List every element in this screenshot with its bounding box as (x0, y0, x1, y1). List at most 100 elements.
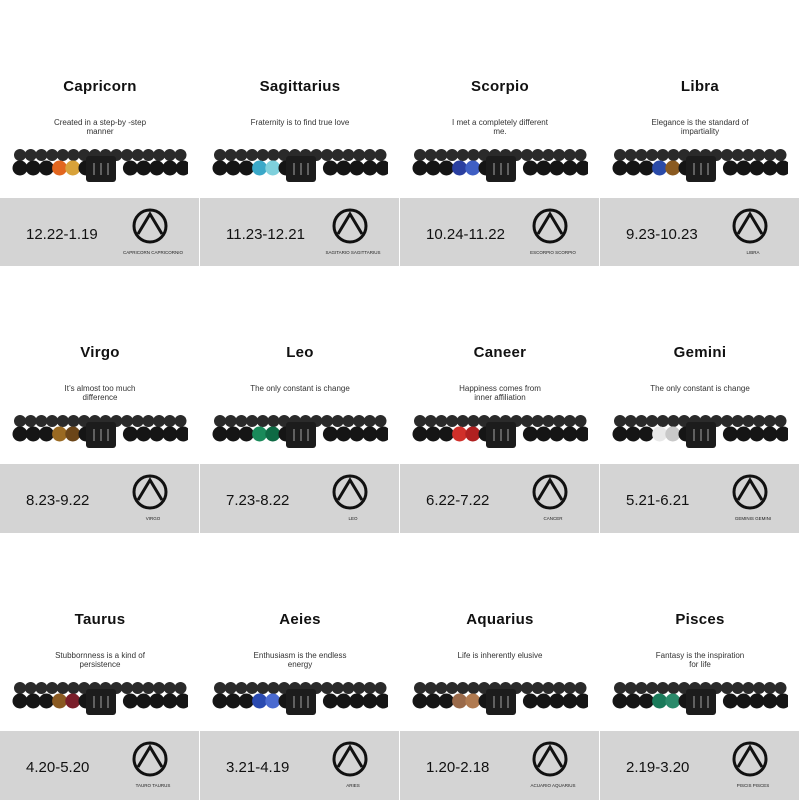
product-card-aeies[interactable]: Aeies Enthusiasm is the endless energy 3… (200, 533, 400, 800)
date-range: 4.20-5.20 (26, 759, 90, 776)
bead (336, 160, 352, 176)
date-band: 4.20-5.20 TAURO TAURUS (0, 731, 199, 800)
bead (238, 693, 254, 709)
bead (456, 415, 469, 427)
bead (162, 160, 178, 176)
accent-bead (665, 426, 681, 442)
sign-title: Leo (286, 344, 314, 361)
zodiac-symbol-icon (532, 208, 568, 244)
sign-tagline: It’s almost too much difference (64, 384, 136, 402)
bead (122, 426, 138, 442)
sign-tagline: Fraternity is to find true love (250, 118, 350, 127)
bead (256, 149, 269, 161)
bead (656, 682, 669, 694)
bead (149, 693, 165, 709)
bracelet-image (412, 149, 588, 182)
bead (214, 682, 226, 694)
bead (722, 160, 738, 176)
sign-tagline: Fantasy is the inspiration for life (655, 651, 745, 669)
bead (625, 693, 641, 709)
bead (563, 415, 576, 427)
bead (214, 149, 226, 161)
bead (136, 693, 152, 709)
bead (162, 426, 178, 442)
date-range: 1.20-2.18 (426, 759, 490, 776)
bead (121, 149, 133, 161)
bead (136, 426, 152, 442)
bead (35, 415, 48, 427)
bead (24, 149, 37, 161)
bead (46, 149, 59, 161)
accent-bead (252, 160, 268, 176)
bracelet-image (12, 682, 188, 715)
bead (136, 160, 152, 176)
sign-title: Aeies (279, 611, 321, 628)
bead (374, 415, 387, 427)
product-card-scorpio[interactable]: Scorpio I met a completely different me.… (400, 0, 600, 266)
zodiac-symbol-icon (332, 741, 368, 777)
bead (331, 149, 344, 161)
bead (575, 426, 588, 442)
bead (731, 149, 744, 161)
bead (531, 415, 544, 427)
bead (521, 682, 533, 694)
bead (38, 693, 54, 709)
bead (625, 160, 641, 176)
bead (424, 682, 437, 694)
product-card-capricorn[interactable]: Capricorn Created in a step-by -step man… (0, 0, 200, 266)
bead (175, 160, 188, 176)
product-card-aquarius[interactable]: Aquarius Life is inherently elusive 1.20… (400, 533, 600, 800)
product-card-caneer[interactable]: Caneer Happiness comes from inner affili… (400, 266, 600, 533)
bead (542, 149, 555, 161)
bead (425, 693, 441, 709)
bead (56, 682, 69, 694)
bead (742, 682, 755, 694)
bead (638, 693, 654, 709)
bead (721, 415, 733, 427)
accent-bead (465, 426, 481, 442)
product-card-virgo[interactable]: Virgo It’s almost too much difference 8.… (0, 266, 200, 533)
accent-bead (265, 693, 281, 709)
bead (749, 426, 765, 442)
bead (521, 149, 533, 161)
date-range: 7.23-8.22 (226, 492, 290, 509)
bead (238, 426, 254, 442)
product-card-taurus[interactable]: Taurus Stubbornness is a kind of persist… (0, 533, 200, 800)
zodiac-symbol-icon (732, 474, 768, 510)
date-band: 6.22-7.22 CANCER (400, 464, 599, 533)
bead (35, 682, 48, 694)
bead (256, 415, 269, 427)
bead (235, 682, 248, 694)
bead (38, 426, 54, 442)
bead (224, 149, 237, 161)
bead (225, 693, 241, 709)
bead (331, 415, 344, 427)
bead (635, 415, 648, 427)
bead (67, 149, 80, 161)
bead (563, 682, 576, 694)
bead (12, 693, 28, 709)
bead (753, 682, 766, 694)
sign-tagline: Happiness comes from inner affiliation (459, 384, 541, 402)
bracelet-image (612, 415, 788, 448)
bead (638, 426, 654, 442)
accent-bead (452, 160, 468, 176)
bead (24, 682, 37, 694)
bead (363, 149, 376, 161)
product-card-libra[interactable]: Libra Elegance is the standard of impart… (600, 0, 800, 266)
bead (174, 682, 187, 694)
bead (175, 693, 188, 709)
bead (731, 415, 744, 427)
product-card-pisces[interactable]: Pisces Fantasy is the inspiration for li… (600, 533, 800, 800)
bead (736, 693, 752, 709)
bead (246, 415, 259, 427)
bead (656, 149, 669, 161)
sign-title: Taurus (74, 611, 126, 628)
product-card-leo[interactable]: Leo The only constant is change 7.23-8.2… (200, 266, 400, 533)
bead (549, 160, 565, 176)
bracelet-image (412, 682, 588, 715)
bead (635, 149, 648, 161)
product-card-gemini[interactable]: Gemini The only constant is change 5.21-… (600, 266, 800, 533)
product-card-sagittarius[interactable]: Sagittarius Fraternity is to find true l… (200, 0, 400, 266)
